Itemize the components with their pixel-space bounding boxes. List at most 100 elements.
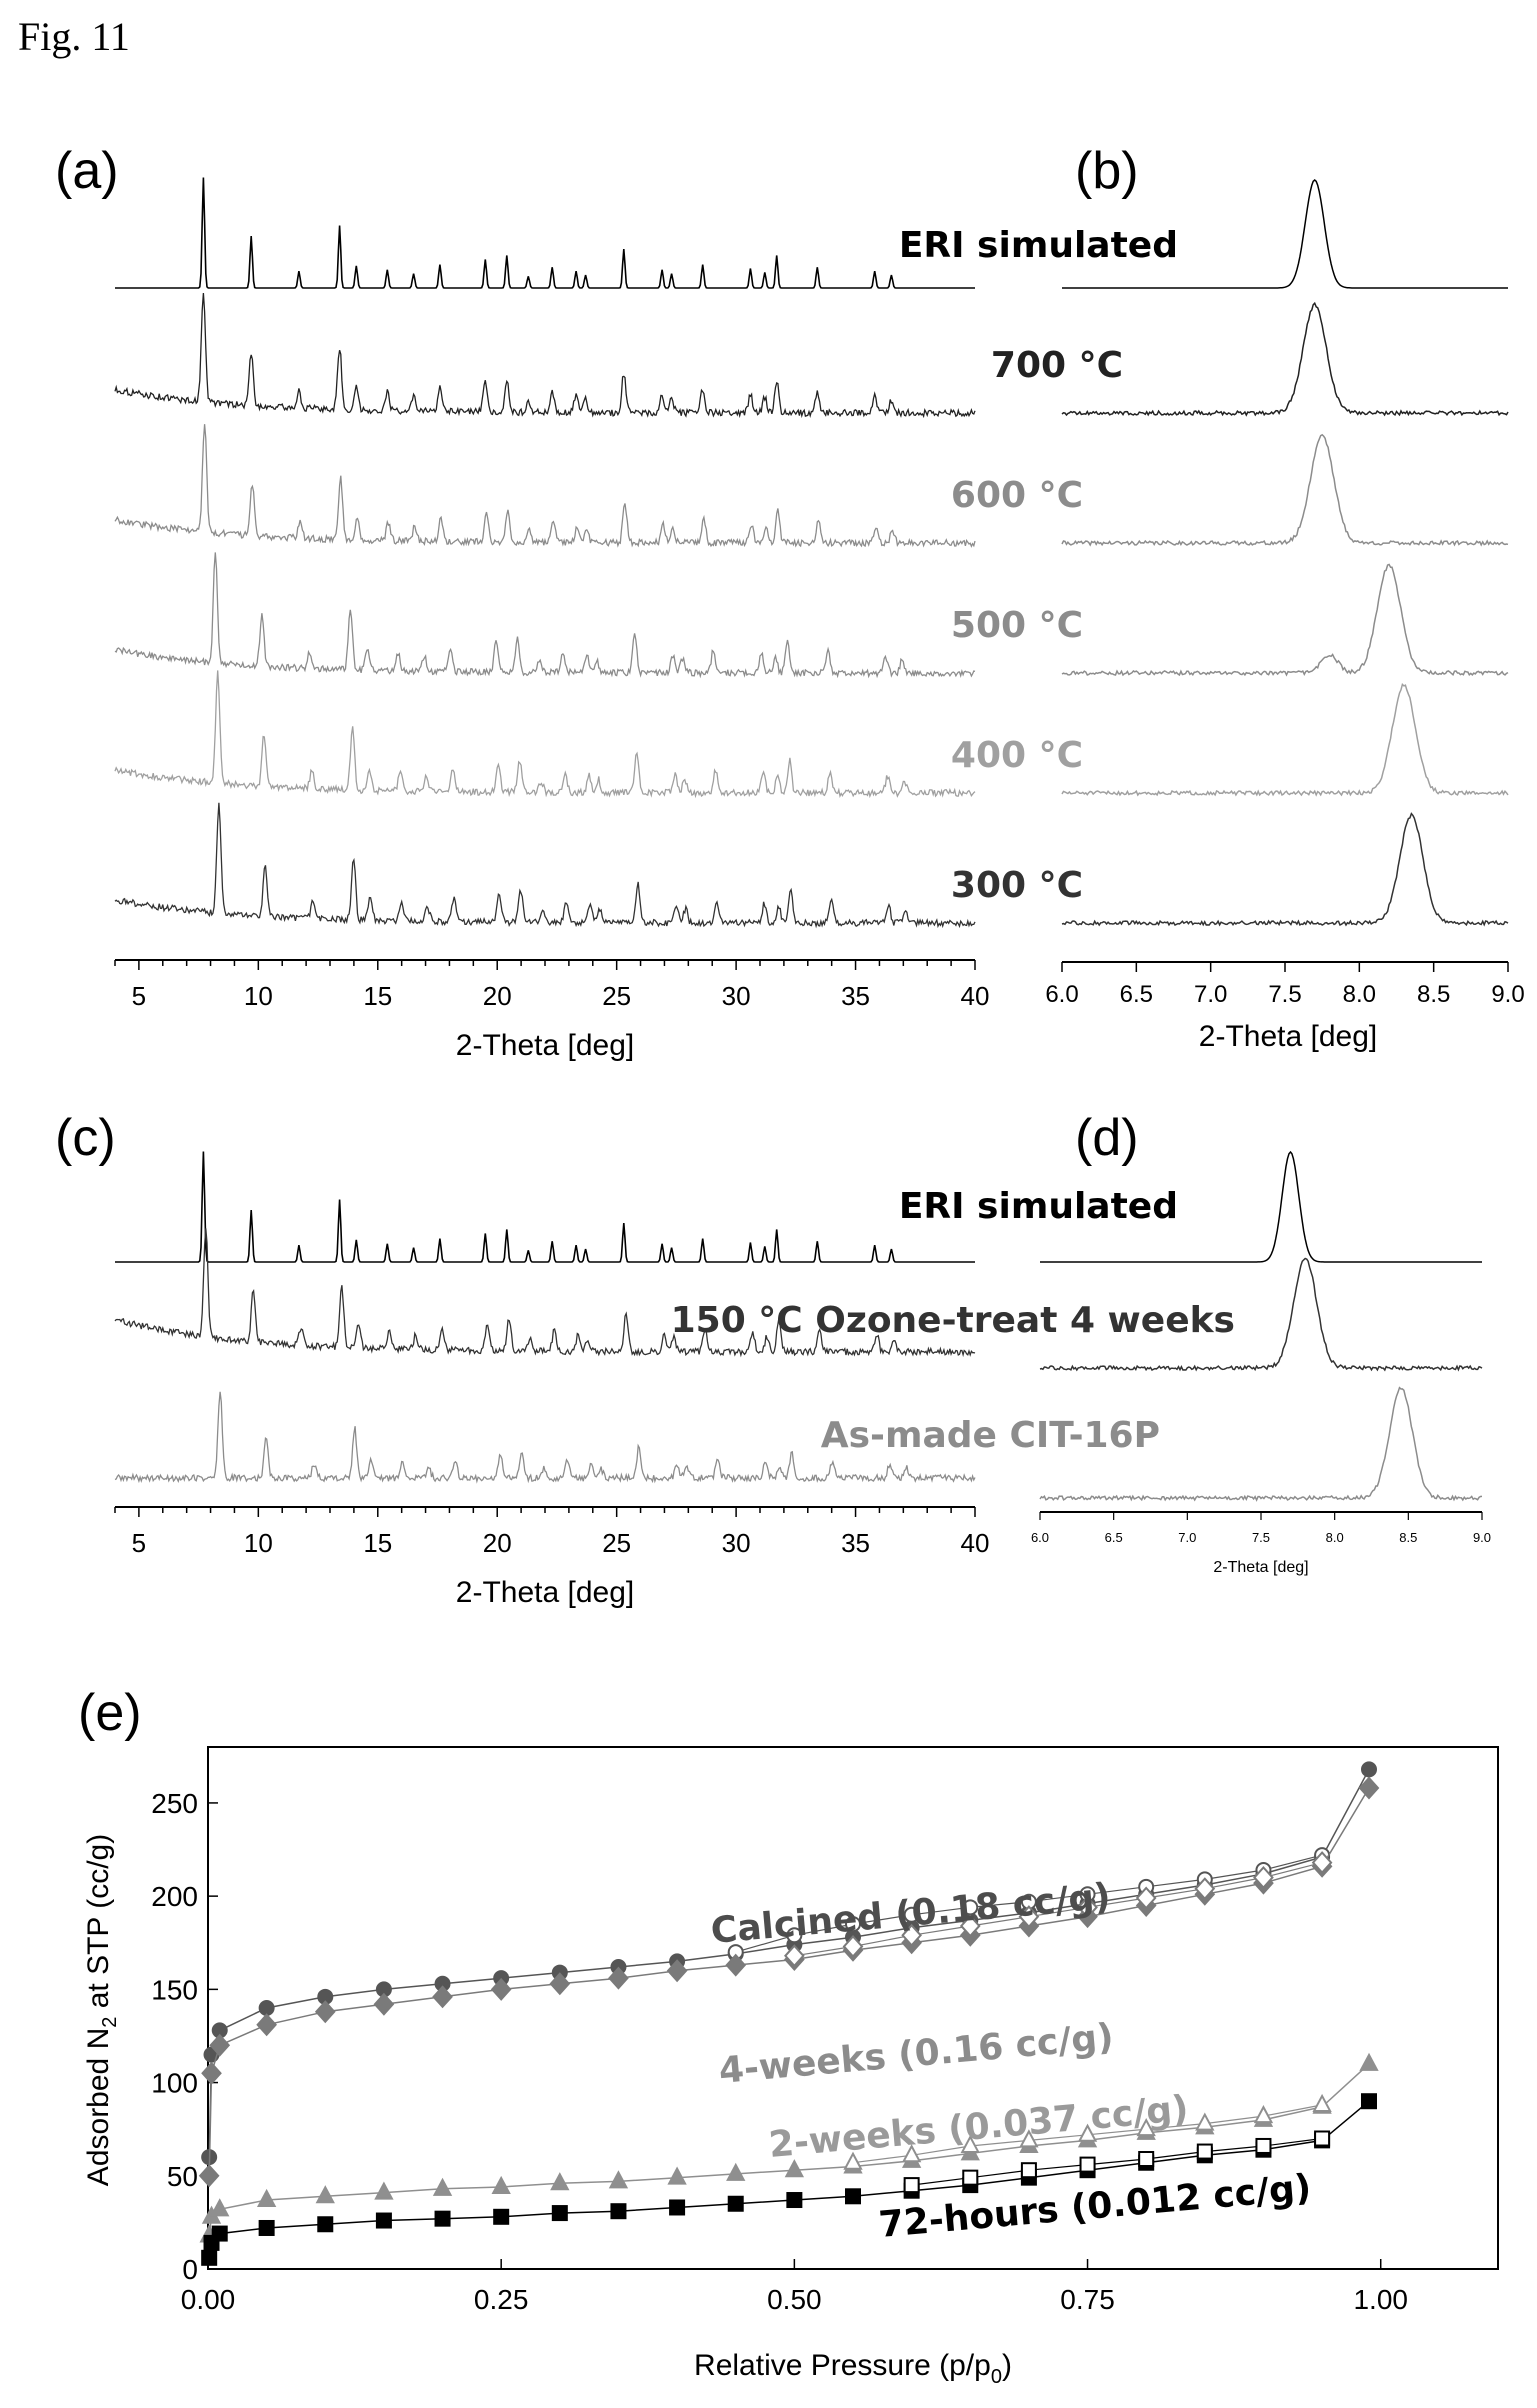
isotherm-line-72-hours-desorption [911,2137,1323,2186]
panel-e-y-tick-label: 0 [182,2254,198,2285]
series-label-500c: 500 °C [951,605,1083,646]
panel-a-trace-1 [115,177,975,289]
data-point-4-weeks-adsorption [432,1985,453,2009]
panel-c-xrd-chart: 5 10 15 20 25 30 35 40 2-Theta [deg] ERI simula… [114,1151,1235,1609]
series-label-as-made-cit-16p: As-made CIT-16P [821,1415,1160,1456]
panel-a-x-tick-label: 35 [841,981,870,1011]
panel-d-x-tick-label: 9.0 [1473,1530,1491,1545]
data-point-2-weeks-desorption [1019,2129,1039,2148]
data-point-2-weeks-desorption [1253,2105,1274,2124]
panel-a-trace-4 [114,552,976,679]
panel-c-x-tick-label: 20 [483,1528,512,1558]
annotation-2-weeks: 2-weeks (0.037 cc/g) [767,2088,1190,2166]
annotation-4-weeks: 4-weeks (0.16 cc/g) [717,2017,1115,2092]
data-point-2-weeks-adsorption [608,2170,629,2189]
panel-e-plot-frame [207,1746,1499,2270]
data-point-4-weeks-desorption [1018,1905,1040,1929]
data-point-2-weeks-adsorption [667,2166,687,2185]
data-point-2-weeks-adsorption [784,2159,805,2178]
data-point-72-hours-adsorption [375,2212,392,2229]
data-point-72-hours-desorption [1314,2130,1331,2147]
panel-d-x-tick-label: 6.5 [1105,1530,1123,1545]
panel-b-trace-6 [1061,812,1509,927]
data-point-2-weeks-desorption [1077,2123,1098,2142]
series-label-600c: 600 °C [951,475,1083,516]
data-point-72-hours-adsorption [610,2203,627,2220]
data-point-2-weeks-adsorption [432,2177,453,2196]
panel-c-x-tick-label: 15 [363,1528,392,1558]
panel-e-y-axis-label: Adsorbed N2 at STP (cc/g) [82,1834,121,2186]
panel-e-y-tick-label: 250 [151,1788,198,1819]
data-point-72-hours-adsorption [201,2249,218,2266]
panel-e-x-axis-label: Relative Pressure (p/p0) [694,2349,1012,2388]
data-point-72-hours-adsorption [551,2205,568,2222]
data-point-4-weeks-adsorption [201,2061,222,2085]
data-point-4-weeks-desorption [784,1944,805,1968]
data-point-72-hours-adsorption [211,2225,228,2242]
panel-c-trace-1 [115,1151,975,1263]
data-point-4-weeks-adsorption [1358,1776,1380,1800]
isotherm-line-4-weeks-desorption [794,1862,1323,1957]
panel-c-trace-3 [114,1391,976,1484]
panel-e-x-tick-label: 0.25 [474,2284,529,2315]
data-point-72-hours-desorption [903,2177,920,2194]
data-point-calcined-desorption [786,1927,803,1944]
panel-e-y-tick-label: 150 [151,1974,198,2005]
panel-b-x-axis-label: 2-Theta [deg] [1199,1020,1377,1053]
panel-label-d: (d) [1075,1109,1139,1167]
panel-b-trace-4 [1061,563,1509,677]
data-point-4-weeks-adsorption [666,1959,688,1983]
data-point-72-hours-adsorption [434,2210,451,2227]
panel-a-x-axis-label: 2-Theta [deg] [456,1029,634,1062]
data-point-4-weeks-desorption [1135,1886,1157,1910]
data-point-72-hours-desorption [1138,2151,1155,2168]
data-point-72-hours-adsorption [1361,2093,1377,2110]
panel-a-trace-3 [114,424,976,548]
panel-e-x-tick-label: 1.00 [1353,2284,1408,2315]
panel-b-x-tick-label: 8.0 [1343,981,1376,1008]
data-point-4-weeks-adsorption [209,2033,231,2057]
series-label-300c: 300 °C [951,865,1083,906]
panel-a-x-tick-label: 20 [483,981,512,1011]
data-point-2-weeks-adsorption [726,2162,746,2181]
series-label-700c: 700 °C [991,345,1123,386]
data-point-calcined-adsorption [258,2000,275,2016]
panel-d-x-tick-label: 6.0 [1031,1530,1049,1545]
data-point-72-hours-adsorption [786,2192,803,2209]
panel-d-trace-3 [1039,1386,1483,1502]
data-point-2-weeks-adsorption [210,2198,230,2217]
data-point-2-weeks-desorption [901,2144,922,2163]
data-point-4-weeks-desorption [1253,1866,1274,1889]
data-point-72-hours-desorption [962,2169,979,2186]
panel-b-x-tick-label: 6.0 [1045,981,1078,1008]
panel-c-x-tick-label: 30 [722,1528,751,1558]
data-point-72-hours-adsorption [258,2219,275,2236]
panel-label-a: (a) [55,142,119,200]
data-point-2-weeks-adsorption [491,2175,511,2194]
panel-a-xrd-chart: 5 10 15 20 25 30 35 40 2-Theta [deg] ERI simula… [114,177,1178,1062]
data-point-4-weeks-desorption [1311,1851,1333,1875]
panel-label-c: (c) [55,1109,116,1167]
panel-a-x-tick-label: 15 [363,981,392,1011]
data-point-4-weeks-adsorption [608,1966,629,1990]
data-point-calcined-adsorption [1361,1761,1377,1778]
data-point-2-weeks-desorption [1312,2093,1332,2112]
data-point-2-weeks-adsorption [550,2172,570,2191]
panel-c-x-tick-label: 5 [132,1528,146,1558]
data-point-72-hours-adsorption [669,2199,686,2216]
panel-d-trace-1 [1040,1150,1482,1263]
data-point-4-weeks-desorption [1194,1877,1216,1901]
panel-c-trace-2 [114,1228,976,1358]
panel-d-xrd-zoom-chart: 6.0 6.5 7.0 7.5 8.0 8.5 9.0 2-Theta [deg] [1031,1150,1491,1576]
panel-d-x-axis-label: 2-Theta [deg] [1213,1559,1308,1576]
data-point-72-hours-desorption [1020,2162,1037,2179]
panel-b-trace-1 [1062,179,1508,289]
data-point-4-weeks-desorption [959,1914,981,1938]
panel-a-x-tick-label: 40 [961,981,990,1011]
data-point-2-weeks-adsorption [315,2185,335,2204]
panel-a-trace-5 [114,670,976,799]
data-point-72-hours-desorption [1196,2143,1213,2160]
panel-a-x-tick-label: 30 [722,981,751,1011]
data-point-2-weeks-desorption [1136,2118,1156,2137]
